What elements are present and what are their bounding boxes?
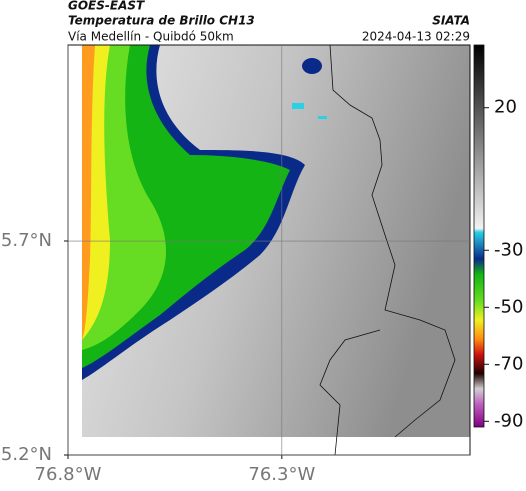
boundary xyxy=(319,44,456,456)
colorbar xyxy=(473,44,485,428)
brand: SIATA xyxy=(432,14,470,28)
timestamp: 2024-04-13 02:29 xyxy=(362,30,470,44)
x-tick-label: 76.3°W xyxy=(248,464,315,485)
colorbar-label: -90 xyxy=(494,410,523,431)
colorbar-label: 20 xyxy=(494,97,517,118)
colorbar-label: -70 xyxy=(494,353,523,374)
product: Temperatura de Brillo CH13 xyxy=(68,14,255,28)
y-tick-label: 5.2°N xyxy=(1,444,52,465)
satellite: GOES-EAST xyxy=(68,0,145,13)
y-tick-label: 5.7°N xyxy=(1,230,52,251)
route: Vía Medellín - Quibdó 50km xyxy=(68,30,234,44)
colorbar-label: -50 xyxy=(494,296,523,317)
x-tick-label: 76.8°W xyxy=(35,464,102,485)
colorbar-label: -30 xyxy=(494,239,523,260)
